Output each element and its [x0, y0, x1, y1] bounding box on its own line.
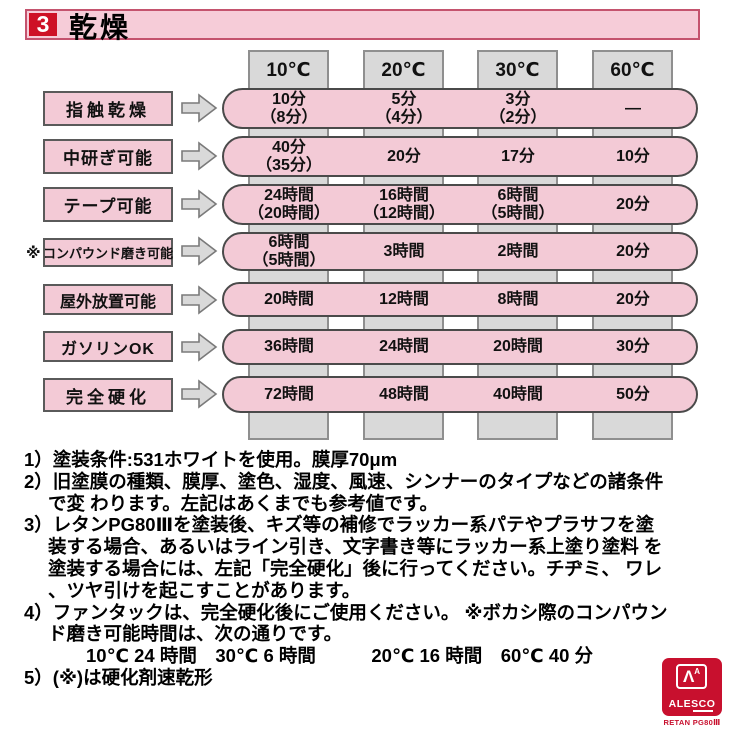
- row-values-full-cure: 72時間 48時間 40時間 50分: [222, 376, 698, 413]
- arrow-right-icon: [181, 332, 218, 362]
- value-cell: 48時間: [379, 385, 429, 403]
- value-cell: 20分: [616, 195, 650, 213]
- footnote-line: 塗装する場合には、左記「完全硬化」後に行ってください。チヂミ、 ワレ: [48, 557, 663, 579]
- row-values-gasoline-ok: 36時間 24時間 20時間 30分: [222, 329, 698, 365]
- arrow-right-icon: [181, 93, 218, 123]
- value-cell: 50分: [616, 385, 650, 403]
- value-cell: 2時間: [497, 242, 539, 260]
- value-cell: 20時間: [264, 290, 314, 308]
- lambda-sup-glyph: A: [694, 666, 701, 676]
- value-cell: 3分 （2分）: [489, 91, 547, 126]
- row-values-compound-ok: 6時間 （5時間） 3時間 2時間 20分: [222, 232, 698, 271]
- value-cell: 16時間 （12時間）: [363, 187, 445, 222]
- brand-name: ALESCO: [668, 698, 716, 710]
- product-name: RETAN PG80Ⅲ: [663, 718, 721, 727]
- value-cell: 20分: [616, 290, 650, 308]
- arrow-right-icon: [181, 236, 218, 266]
- row-values-sandable: 40分 （35分） 20分 17分 10分: [222, 136, 698, 177]
- value-cell: 20時間: [493, 338, 543, 356]
- footnote-line: で変 わります。左記はあくまでも参考値です。: [48, 492, 438, 514]
- temperature-header: 30℃: [495, 60, 540, 81]
- value-cell: 3時間: [383, 242, 425, 260]
- footnote-line: 5）(※)は硬化剤速乾形: [24, 666, 213, 688]
- footnote-line: 2）旧塗膜の種類、膜厚、塗色、湿度、風速、シンナーのタイプなどの諸条件: [24, 470, 664, 492]
- footnote-line: ド磨き可能時間は、次の通りです。: [48, 623, 343, 645]
- value-cell: 5分 （4分）: [375, 91, 433, 126]
- value-cell: 72時間: [264, 385, 314, 403]
- footnote-line: 3）レタンPG80Ⅲを塗装後、キズ等の補修でラッカー系パテやプラサフを塗: [24, 514, 655, 536]
- row-label-sandable: 中研ぎ可能: [43, 139, 173, 174]
- value-cell: 24時間 （20時間）: [248, 187, 330, 222]
- section-number-badge: 3: [29, 11, 57, 37]
- brand-underline: [693, 710, 713, 712]
- lambda-glyph: Λ: [682, 667, 695, 686]
- temperature-header: 10℃: [266, 60, 311, 81]
- value-cell: 20分: [387, 147, 421, 165]
- asterisk-marker: ※: [26, 245, 41, 262]
- footnote-line: 4）ファンタックは、完全硬化後にご使用ください。 ※ボカシ際のコンパウン: [24, 601, 668, 623]
- arrow-right-icon: [181, 189, 218, 219]
- alesco-logo-mark: Λ A ALESCO: [662, 658, 722, 716]
- value-cell: 12時間: [379, 290, 429, 308]
- row-label-tape-ok: テープ可能: [43, 187, 173, 222]
- row-label-touch-dry: 指触乾燥: [43, 91, 173, 126]
- temperature-header: 60℃: [610, 60, 655, 81]
- arrow-right-icon: [181, 285, 218, 315]
- temperature-header: 20℃: [381, 60, 426, 81]
- value-cell: 10分: [616, 147, 650, 165]
- footnote-line: 装する場合、あるいはライン引き、文字書き等にラッカー系上塗り塗料 を: [48, 536, 663, 558]
- value-cell: 20分: [616, 242, 650, 260]
- value-cell: 17分: [501, 147, 535, 165]
- value-cell: 30分: [616, 338, 650, 356]
- value-cell: 6時間 （5時間）: [481, 187, 555, 222]
- row-label-compound-ok: コンパウンド磨き可能: [43, 238, 173, 267]
- row-values-tape-ok: 24時間 （20時間） 16時間 （12時間） 6時間 （5時間） 20分: [222, 184, 698, 225]
- row-values-touch-dry: 10分 （8分） 5分 （4分） 3分 （2分） —: [222, 88, 698, 129]
- row-label-gasoline-ok: ガソリンOK: [43, 331, 173, 362]
- value-cell: 6時間 （5時間）: [252, 234, 326, 269]
- row-values-outdoor-ok: 20時間 12時間 8時間 20分: [222, 282, 698, 317]
- value-cell: 36時間: [264, 338, 314, 356]
- value-cell: 8時間: [497, 290, 539, 308]
- alesco-logo: Λ A ALESCO RETAN PG80Ⅲ: [660, 658, 724, 727]
- lambda-icon: Λ A: [676, 664, 707, 689]
- footnote-line: 10℃ 24 時間 30℃ 6 時間 20℃ 16 時間 60℃ 40 分: [86, 645, 594, 667]
- footnote-line: 1）塗装条件:531ホワイトを使用。膜厚70μm: [24, 449, 398, 470]
- arrow-right-icon: [181, 141, 218, 171]
- value-cell: 24時間: [379, 338, 429, 356]
- value-cell: —: [625, 99, 641, 117]
- value-cell: 10分 （8分）: [260, 91, 318, 126]
- value-cell: 40時間: [493, 385, 543, 403]
- value-cell: 40分 （35分）: [256, 139, 322, 174]
- row-label-full-cure: 完全硬化: [43, 378, 173, 412]
- section-banner: 3: [25, 9, 700, 40]
- footnote-line: 、ツヤ引けを起こすことがあります。: [48, 579, 361, 601]
- footnotes: 1）塗装条件:531ホワイトを使用。膜厚70μm 2）旧塗膜の種類、膜厚、塗色、…: [24, 449, 726, 689]
- section-title: 乾燥: [69, 12, 132, 43]
- arrow-right-icon: [181, 379, 218, 409]
- row-label-outdoor-ok: 屋外放置可能: [43, 284, 173, 315]
